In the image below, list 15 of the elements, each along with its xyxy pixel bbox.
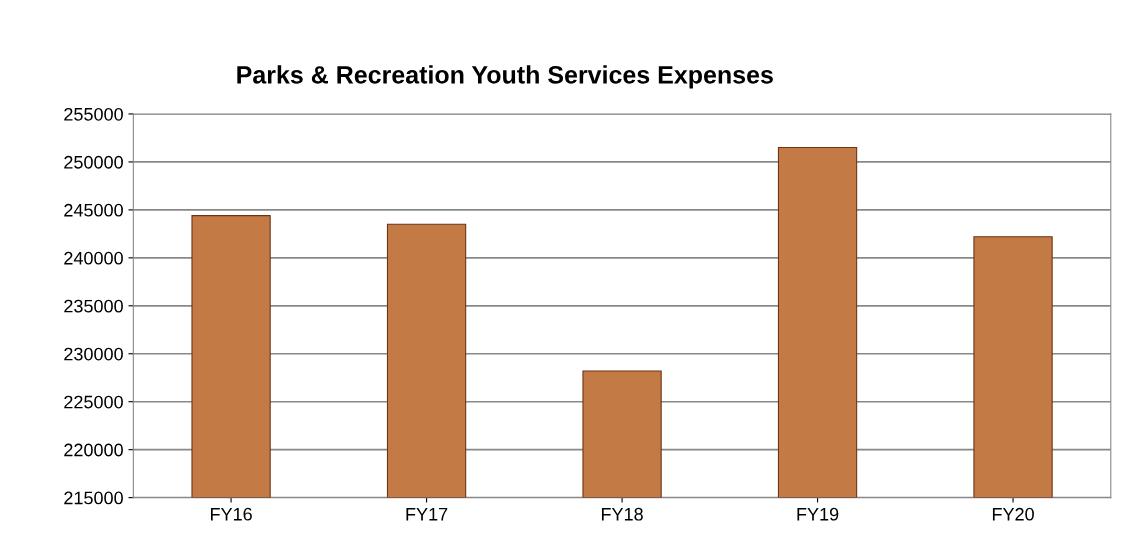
x-tick-label: FY20 [992,507,1034,521]
y-tick-label: 250000 [64,155,123,169]
x-tick-label: FY18 [601,507,643,521]
y-tick-label: 255000 [64,107,123,121]
chart-title: Parks & Recreation Youth Services Expenses [237,65,773,89]
x-tick-label: FY17 [406,508,448,521]
y-tick-label: 220000 [64,443,123,457]
y-tick-label: 230000 [64,347,123,361]
x-tick-label: FY16 [210,507,252,521]
y-tick-label: 215000 [64,491,123,505]
x-tick-label: FY19 [797,507,839,521]
y-tick-label: 225000 [64,395,123,409]
y-tick-label: 235000 [64,299,123,313]
y-tick-label: 245000 [64,203,123,217]
y-tick-label: 240000 [64,251,123,265]
